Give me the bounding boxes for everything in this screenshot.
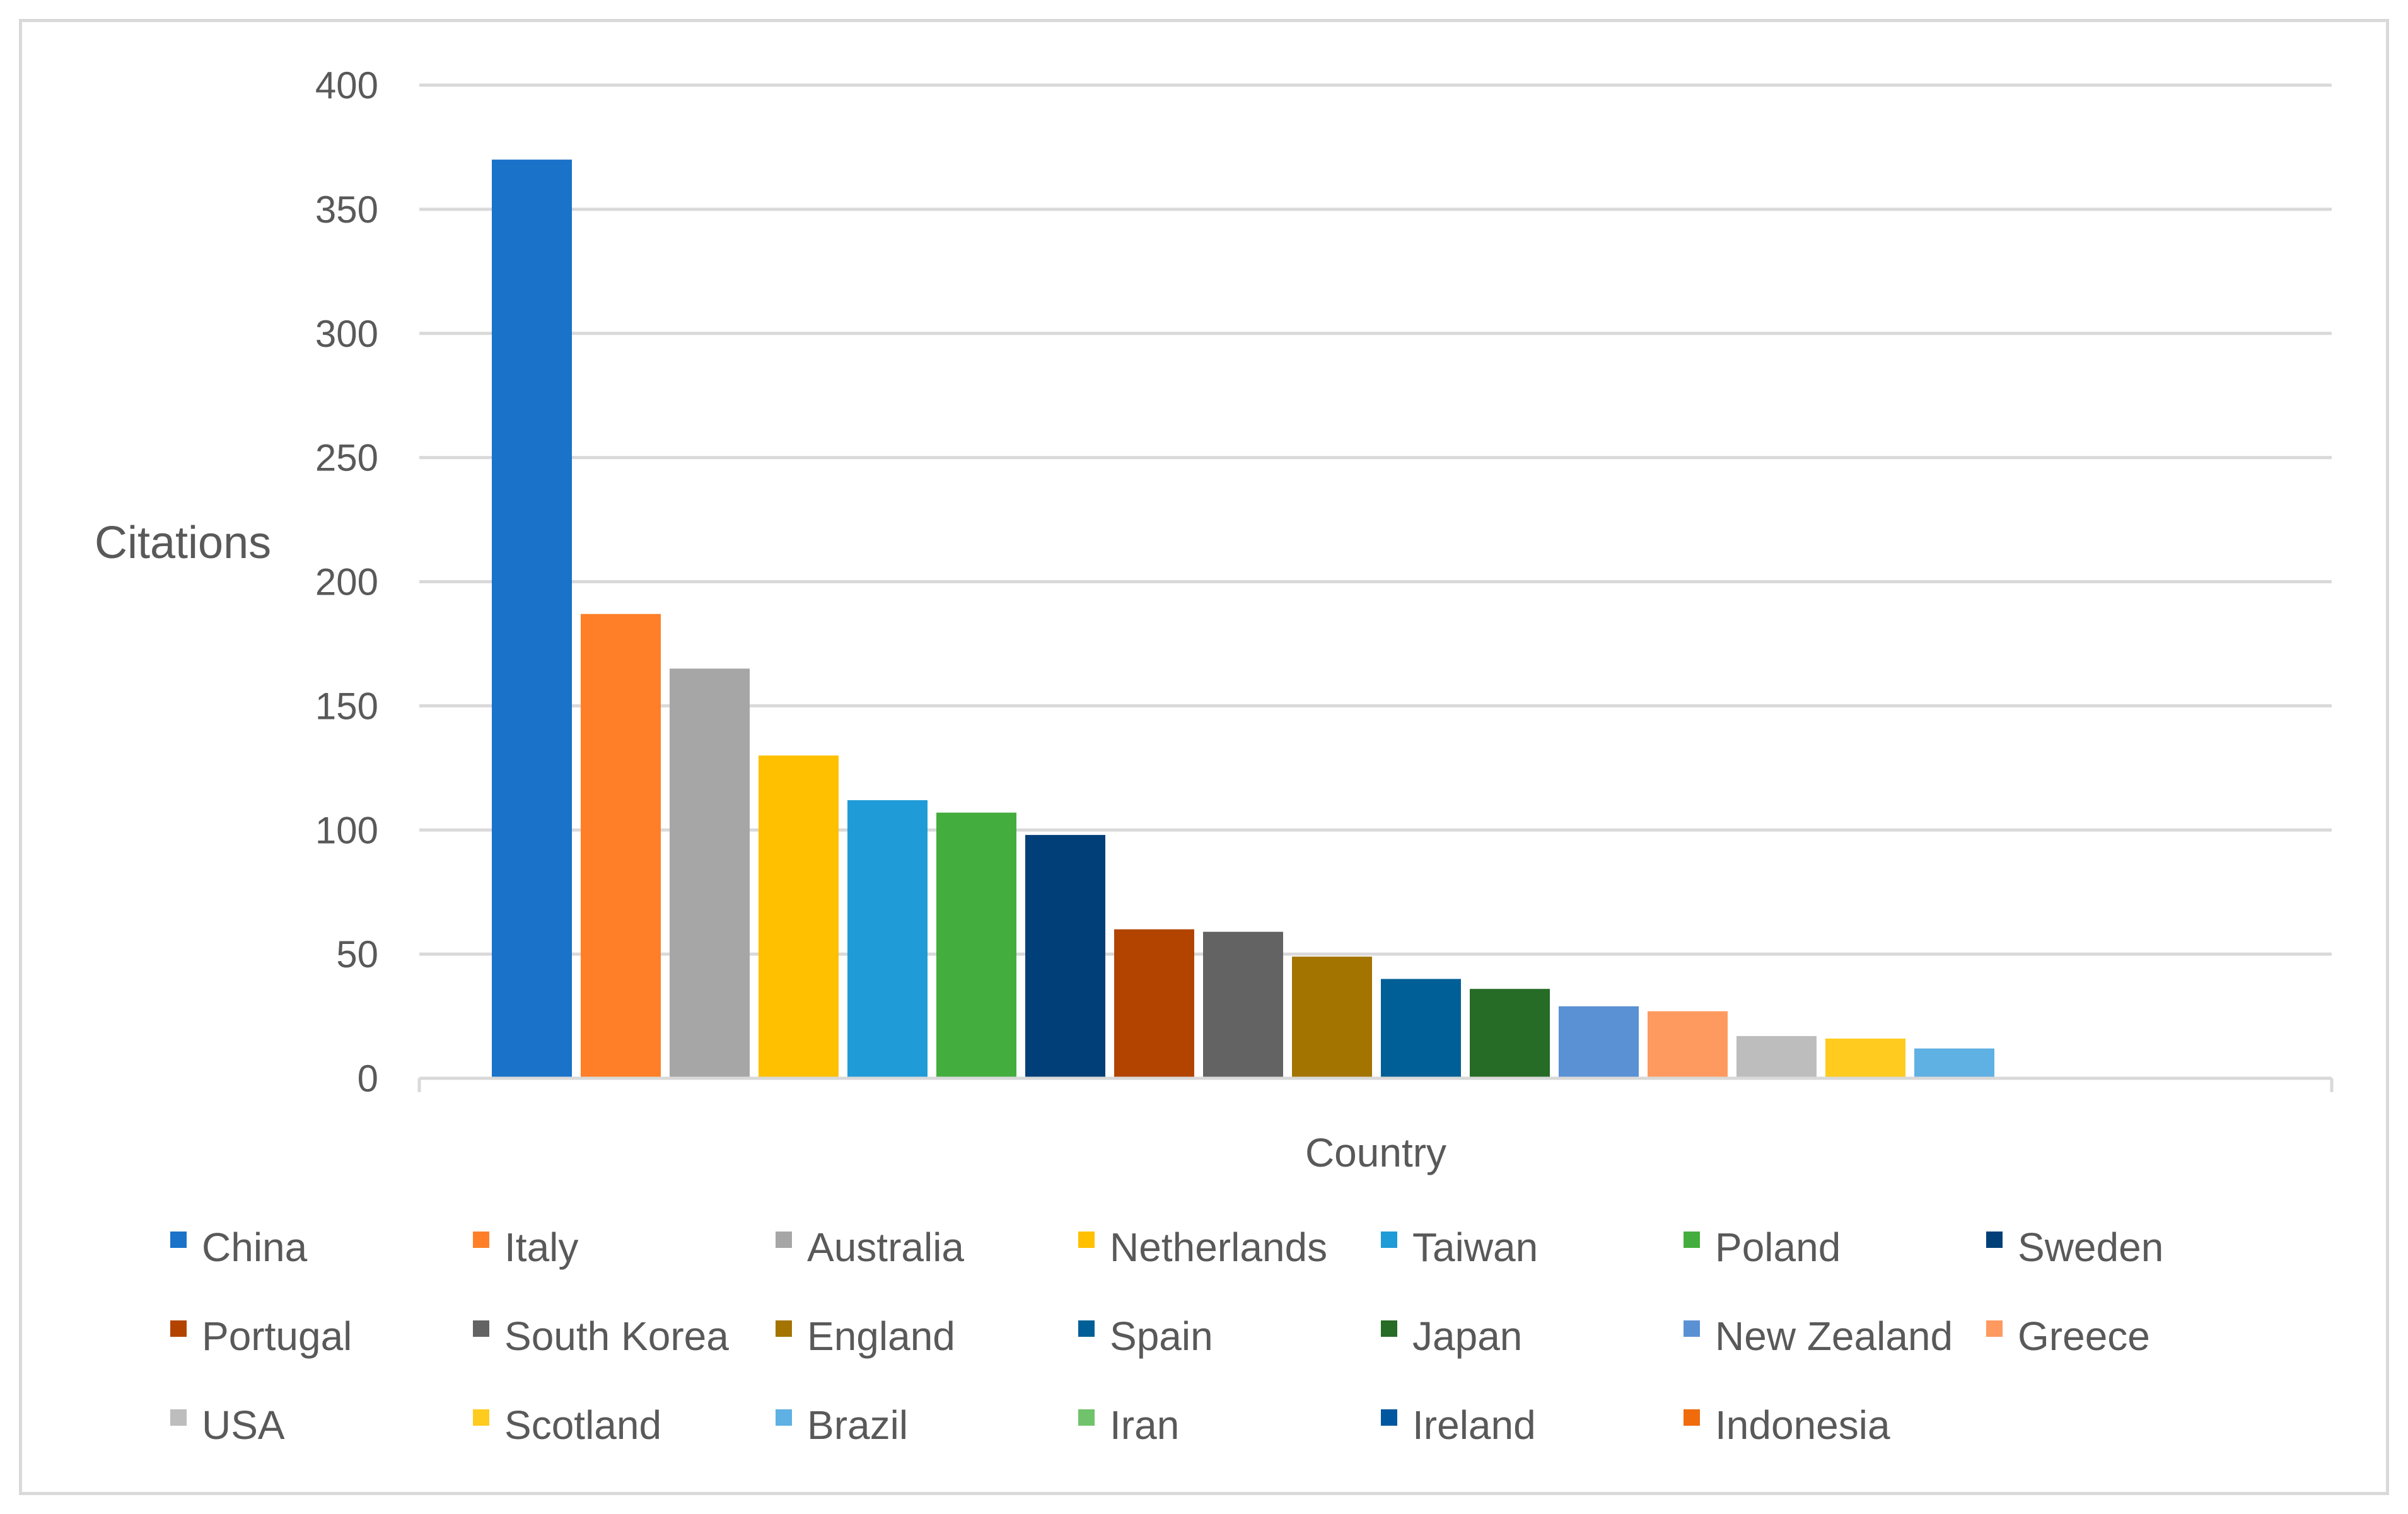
legend-label: Greece xyxy=(2018,1313,2150,1359)
legend-item: Iran xyxy=(1078,1402,1179,1448)
legend-item: USA xyxy=(170,1402,285,1448)
legend-item: Netherlands xyxy=(1078,1225,1327,1270)
legend-swatch xyxy=(473,1320,489,1337)
legend-label: Italy xyxy=(504,1225,578,1270)
legend-swatch xyxy=(1684,1409,1700,1426)
legend-label: Taiwan xyxy=(1412,1225,1538,1270)
legend-label: Spain xyxy=(1110,1313,1213,1359)
legend-label: Iran xyxy=(1110,1402,1179,1448)
legend-swatch xyxy=(1684,1232,1700,1248)
legend-item: New Zealand xyxy=(1684,1313,1953,1359)
legend-swatch xyxy=(776,1232,792,1248)
bar-australia xyxy=(670,668,750,1078)
y-axis-title: Citations xyxy=(95,518,271,568)
legend-swatch xyxy=(776,1320,792,1337)
legend-label: USA xyxy=(202,1402,285,1448)
legend-label: Netherlands xyxy=(1110,1225,1327,1270)
bar-new-zealand xyxy=(1559,1006,1639,1078)
bar-spain xyxy=(1381,979,1461,1078)
chart-frame: 0 50 100 150 200 250 300 350 400 Citations Count… xyxy=(19,19,2389,1495)
legend-swatch xyxy=(1078,1320,1095,1337)
y-tick-label: 400 xyxy=(315,64,378,107)
legend-swatch xyxy=(170,1232,187,1248)
bar-china xyxy=(492,160,572,1078)
legend-item: Greece xyxy=(1986,1313,2150,1359)
legend-label: Indonesia xyxy=(1715,1402,1890,1448)
bar-brazil xyxy=(1914,1048,1994,1078)
legend-item: Australia xyxy=(776,1225,964,1270)
y-tick-label: 50 xyxy=(336,933,378,975)
legend-item: Italy xyxy=(473,1225,578,1270)
y-tick-label: 0 xyxy=(358,1057,378,1100)
legend-label: Japan xyxy=(1412,1313,1522,1359)
legend-label: Ireland xyxy=(1412,1402,1536,1448)
legend-label: Portugal xyxy=(202,1313,352,1359)
y-tick-label: 350 xyxy=(315,189,378,231)
legend-swatch xyxy=(1986,1320,2003,1337)
bar-poland xyxy=(936,812,1016,1078)
bars xyxy=(492,160,1994,1078)
y-tick-label: 200 xyxy=(315,561,378,603)
legend-item: England xyxy=(776,1313,955,1359)
legend-item: China xyxy=(170,1225,308,1270)
bar-chart: 0 50 100 150 200 250 300 350 400 Citations Count… xyxy=(95,64,2334,1448)
y-tick-label: 150 xyxy=(315,685,378,727)
legend-item: Brazil xyxy=(776,1402,908,1448)
legend-swatch xyxy=(473,1232,489,1248)
legend-item: Sweden xyxy=(1986,1225,2163,1270)
legend-swatch xyxy=(170,1320,187,1337)
bar-usa xyxy=(1736,1036,1817,1078)
legend-item: Ireland xyxy=(1381,1402,1536,1448)
bar-taiwan xyxy=(847,800,928,1078)
legend-item: Spain xyxy=(1078,1313,1213,1359)
bar-england xyxy=(1292,957,1372,1078)
bar-netherlands xyxy=(759,755,839,1078)
legend-item: Indonesia xyxy=(1684,1402,1890,1448)
legend-item: Scotland xyxy=(473,1402,661,1448)
legend-label: Scotland xyxy=(504,1402,661,1448)
legend-item: Portugal xyxy=(170,1313,352,1359)
legend-swatch xyxy=(1381,1232,1397,1248)
bar-italy xyxy=(581,614,661,1078)
legend-swatch xyxy=(776,1409,792,1426)
legend-swatch xyxy=(1078,1232,1095,1248)
legend-label: Australia xyxy=(807,1225,964,1270)
y-axis-tick-labels: 0 50 100 150 200 250 300 350 400 xyxy=(315,64,378,1100)
x-axis-title: Country xyxy=(1305,1130,1446,1175)
legend-swatch xyxy=(1381,1409,1397,1426)
legend-label: New Zealand xyxy=(1715,1313,1953,1359)
legend-item: South Korea xyxy=(473,1313,729,1359)
legend-swatch xyxy=(1986,1232,2003,1248)
legend-label: Brazil xyxy=(807,1402,908,1448)
bar-scotland xyxy=(1825,1039,1905,1078)
legend-swatch xyxy=(1684,1320,1700,1337)
bar-south-korea xyxy=(1203,931,1283,1078)
legend-item: Poland xyxy=(1684,1225,1841,1270)
legend-swatch xyxy=(473,1409,489,1426)
legend-item: Japan xyxy=(1381,1313,1522,1359)
bar-portugal xyxy=(1114,929,1194,1078)
legend: China Italy Australia Netherlands Taiwan Pola… xyxy=(170,1225,2163,1448)
bar-greece xyxy=(1648,1011,1728,1078)
y-tick-label: 300 xyxy=(315,313,378,355)
legend-label: England xyxy=(807,1313,955,1359)
legend-label: Poland xyxy=(1715,1225,1841,1270)
legend-label: Sweden xyxy=(2018,1225,2163,1270)
bar-japan xyxy=(1470,989,1550,1078)
legend-item: Taiwan xyxy=(1381,1225,1538,1270)
legend-swatch xyxy=(170,1409,187,1426)
bar-sweden xyxy=(1025,835,1105,1078)
legend-swatch xyxy=(1078,1409,1095,1426)
y-tick-label: 100 xyxy=(315,809,378,851)
legend-label: South Korea xyxy=(504,1313,729,1359)
y-tick-label: 250 xyxy=(315,437,378,479)
legend-swatch xyxy=(1381,1320,1397,1337)
legend-label: China xyxy=(202,1225,308,1270)
